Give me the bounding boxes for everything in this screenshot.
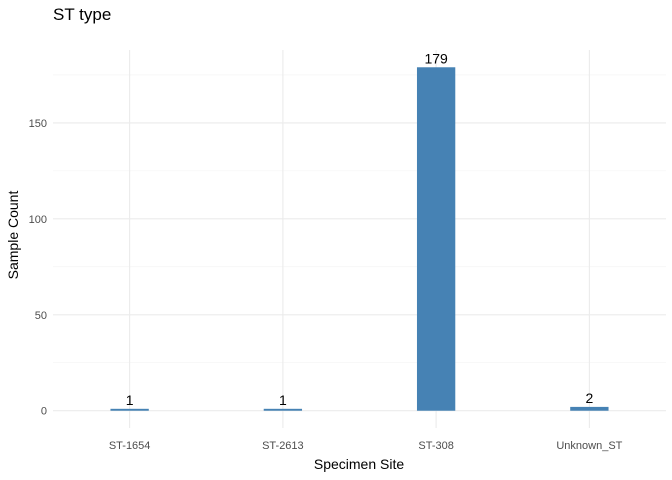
y-tick-label: 150 — [29, 118, 47, 130]
y-tick-label: 0 — [41, 406, 47, 418]
bar — [416, 67, 456, 411]
bar — [570, 406, 609, 411]
y-axis-ticks: 0 50 100 150 — [29, 118, 47, 418]
y-tick-label: 50 — [35, 310, 47, 322]
x-axis-ticks: ST-1654 ST-2613 ST-308 Unknown_ST — [109, 440, 623, 452]
bar-value-label: 2 — [585, 390, 593, 406]
bar-value-label: 1 — [126, 392, 134, 408]
x-axis-title: Specimen Site — [314, 456, 404, 472]
bar — [263, 408, 303, 411]
grid — [53, 50, 666, 428]
x-tick-label: ST-1654 — [109, 440, 151, 452]
x-tick-label: Unknown_ST — [556, 440, 622, 452]
data-labels: 1 1 179 2 — [126, 50, 594, 408]
chart-title: ST type — [53, 5, 111, 24]
y-tick-label: 100 — [29, 214, 47, 226]
bars — [110, 67, 609, 411]
bar-value-label: 1 — [279, 392, 287, 408]
x-tick-label: ST-2613 — [262, 440, 304, 452]
x-tick-label: ST-308 — [418, 440, 453, 452]
y-axis-title: Sample Count — [5, 191, 21, 280]
bar — [110, 408, 149, 411]
bar-value-label: 179 — [424, 50, 448, 66]
